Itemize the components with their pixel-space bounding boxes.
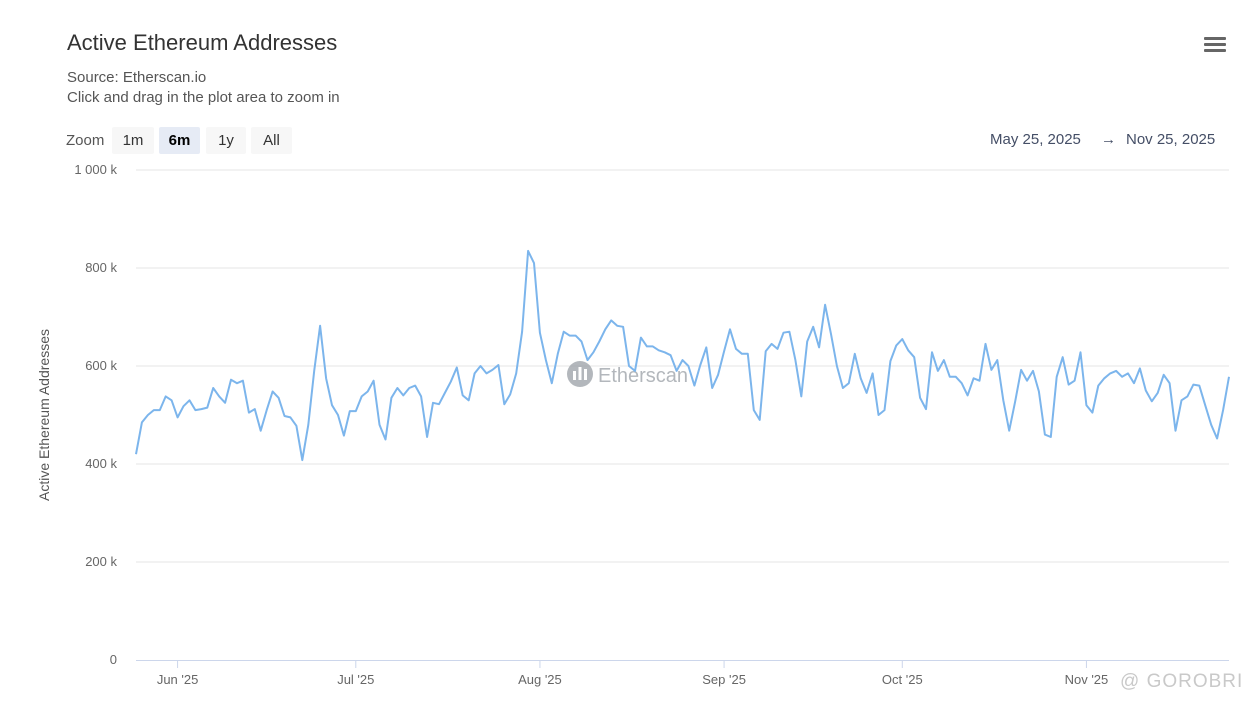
chart-source: Source: Etherscan.io	[67, 69, 207, 86]
gridlines	[136, 169, 1229, 563]
y-tick-label: 600 k	[85, 358, 117, 373]
zoom-all-button[interactable]: All	[251, 127, 292, 154]
logo-bar	[584, 369, 587, 380]
y-tick-label: 400 k	[85, 456, 117, 471]
x-axis-ticks: Jun '25 Jul '25 Aug '25 Sep '25 Oct '25 Nov '…	[157, 660, 1108, 687]
menu-bar-icon	[1204, 37, 1226, 40]
range-arrow: →	[1101, 131, 1116, 148]
logo-bar	[573, 371, 576, 380]
x-tick-label: Jun '25	[157, 672, 199, 687]
range-from-input[interactable]: May 25, 2025	[990, 131, 1081, 148]
credit-watermark: @ GOROBRI	[1120, 671, 1244, 692]
x-tick-label: Oct '25	[882, 672, 923, 687]
menu-bar-icon	[1204, 43, 1226, 46]
zoom-1m-button[interactable]: 1m	[112, 127, 154, 154]
zoom-label: Zoom	[66, 132, 105, 149]
y-tick-label: 0	[110, 652, 117, 667]
zoom-hint: Click and drag in the plot area to zoom …	[67, 89, 340, 106]
watermark-text: Etherscan	[598, 365, 688, 387]
x-tick-label: Jul '25	[337, 672, 374, 687]
zoom-6m-button[interactable]: 6m	[159, 127, 200, 154]
y-axis-ticks: 0 200 k 400 k 600 k 800 k 1 000 k	[74, 162, 117, 667]
menu-bar-icon	[1204, 49, 1226, 52]
zoom-1y-button[interactable]: 1y	[206, 127, 246, 154]
x-tick-label: Nov '25	[1065, 672, 1109, 687]
logo-bar	[578, 367, 582, 380]
series-line[interactable]	[135, 249, 1230, 462]
y-tick-label: 800 k	[85, 260, 117, 275]
hamburger-menu-icon[interactable]	[1204, 37, 1226, 55]
y-tick-label: 200 k	[85, 554, 117, 569]
y-tick-label: 1 000 k	[74, 162, 117, 177]
y-axis-title: Active Ethereum Addresses	[36, 329, 52, 501]
etherscan-watermark: Etherscan	[567, 361, 688, 387]
x-tick-label: Sep '25	[702, 672, 746, 687]
range-to-input[interactable]: Nov 25, 2025	[1126, 131, 1216, 148]
x-tick-label: Aug '25	[518, 672, 562, 687]
chart-title: Active Ethereum Addresses	[67, 30, 338, 55]
